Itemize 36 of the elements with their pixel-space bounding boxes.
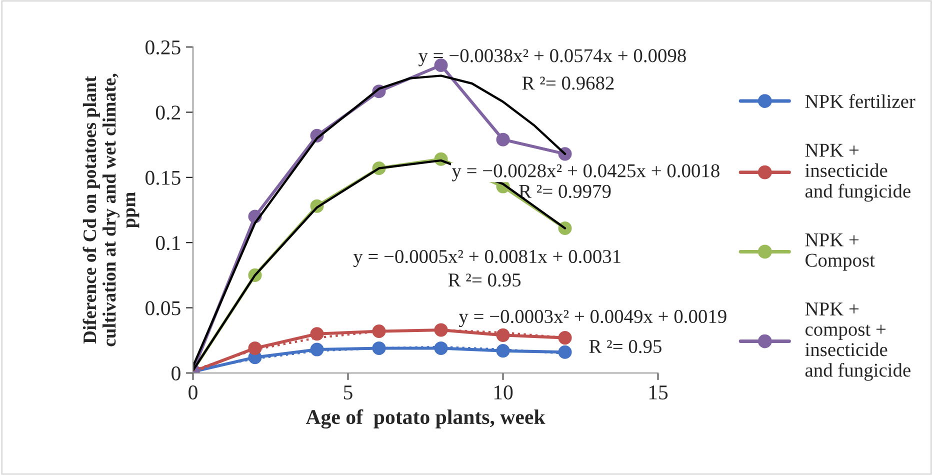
point	[496, 132, 510, 146]
y-tick-label: 0	[172, 366, 180, 380]
legend-label: NPK + compost + insecticide and fungicide	[805, 302, 910, 381]
point	[248, 341, 262, 355]
x-axis-title: Age of potato plants, week	[306, 409, 546, 429]
y-tick-label: 0.15	[146, 170, 180, 185]
annotation: y = −0.0028x² + 0.0425x + 0.0018	[452, 164, 720, 182]
y-tick-label: 0.1	[156, 236, 180, 250]
point	[496, 328, 510, 342]
point	[310, 342, 324, 356]
point	[558, 331, 572, 345]
x-tick-label: 10	[494, 385, 513, 400]
point	[372, 341, 386, 355]
annotation: y = −0.0005x² + 0.0081x + 0.0031	[353, 250, 620, 268]
point	[434, 341, 448, 355]
point	[310, 327, 324, 341]
y-tick-label: 0.25	[146, 40, 180, 55]
point	[372, 324, 386, 338]
point	[496, 344, 510, 358]
legend-label: NPK + insecticide and fungicide	[805, 144, 910, 202]
point	[434, 58, 448, 72]
x-tick-label: 15	[649, 386, 668, 400]
y-tick-label: 0.2	[156, 106, 180, 120]
y-tick-label: 0.05	[146, 301, 180, 316]
annotation: R ²= 0.95	[448, 273, 521, 287]
annotation: y = −0.0003x² + 0.0049x + 0.0019	[458, 310, 726, 328]
annotation: y = −0.0038x² + 0.0574x + 0.0098	[418, 49, 686, 66]
legend-label: NPK + Compost	[805, 234, 875, 271]
legend-label: NPK fertilizer	[805, 94, 916, 108]
x-tick-label: 5	[344, 386, 352, 400]
annotation: R ²= 0.9682	[522, 76, 614, 90]
point	[558, 345, 572, 359]
annotation: R ²= 0.95	[589, 340, 662, 354]
y-axis-title: Diference of Cd on potatoes plant cultivation at dry and wet climate, ppm	[82, 74, 140, 346]
x-tick-label: 0	[188, 385, 198, 400]
point	[434, 323, 448, 337]
